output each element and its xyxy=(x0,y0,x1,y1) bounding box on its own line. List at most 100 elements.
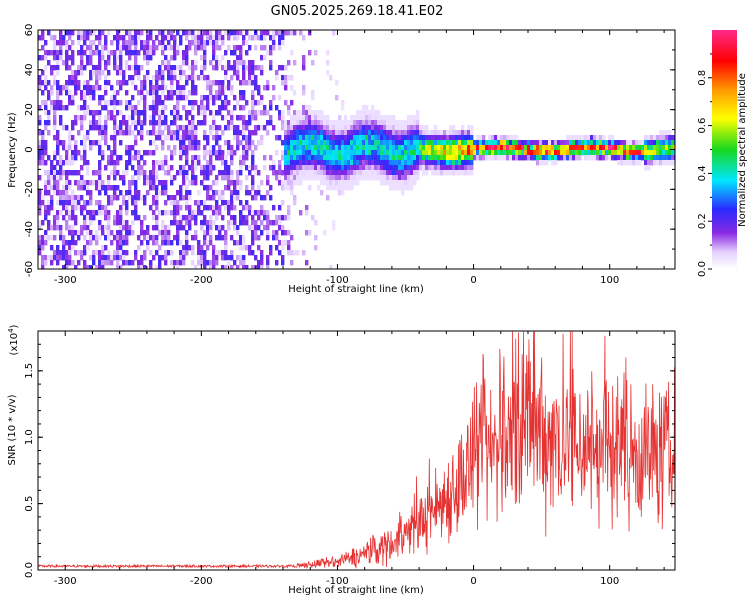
spectrogram-cell xyxy=(410,150,414,156)
spectrogram-cell xyxy=(140,30,144,36)
spectrogram-cell xyxy=(77,35,81,41)
spectrogram-cell xyxy=(146,105,150,111)
spectrogram-cell xyxy=(203,220,207,226)
spectrogram-cell xyxy=(335,160,339,166)
spectrogram-cell xyxy=(200,45,204,51)
spectrogram-cell xyxy=(71,245,75,251)
spectrogram-cell xyxy=(251,70,255,76)
spectrogram-cell xyxy=(104,215,108,221)
spectrogram-cell xyxy=(365,120,369,126)
spectrogram-cell xyxy=(128,160,132,166)
spectrogram-cell xyxy=(179,165,183,171)
spectrogram-cell xyxy=(413,125,417,131)
spectrogram-cell xyxy=(170,180,174,186)
spectrogram-cell xyxy=(413,175,417,181)
spectrogram-cell xyxy=(83,260,87,266)
spectrogram-cell xyxy=(161,230,165,236)
spectrogram-cell xyxy=(236,35,240,41)
spectrogram-cell xyxy=(101,210,105,216)
spectrogram-cell xyxy=(212,80,216,86)
spectrogram-cell xyxy=(221,190,225,196)
spectrogram-cell xyxy=(113,220,117,226)
spectrogram-cell xyxy=(44,185,48,191)
spectrogram-cell xyxy=(455,170,459,176)
spectrogram-cell xyxy=(434,155,438,161)
spectrogram-y-axis-title: Frequency (Hz) xyxy=(7,112,18,188)
spectrogram-cell xyxy=(290,165,294,171)
spectrogram-cell xyxy=(482,135,486,141)
spectrogram-cell xyxy=(113,115,117,121)
spectrogram-cell xyxy=(170,45,174,51)
spectrogram-cell xyxy=(194,180,198,186)
spectrogram-cell xyxy=(50,235,54,241)
spectrogram-cell xyxy=(104,185,108,191)
spectrogram-cell xyxy=(605,155,609,161)
spectrogram-cell xyxy=(458,165,462,171)
spectrogram-cell xyxy=(566,150,570,156)
spectrogram-cell xyxy=(146,90,150,96)
spectrogram-cell xyxy=(215,225,219,231)
spectrogram-cell xyxy=(113,35,117,41)
spectrogram-cell xyxy=(158,85,162,91)
spectrogram-cell xyxy=(332,220,336,226)
spectrogram-cell xyxy=(251,185,255,191)
spectrogram-cell xyxy=(263,85,267,91)
spectrogram-cell xyxy=(77,150,81,156)
spectrogram-cell xyxy=(158,130,162,136)
spectrogram-cell xyxy=(344,130,348,136)
spectrogram-cell xyxy=(185,240,189,246)
spectrogram-cell xyxy=(65,85,69,91)
spectrogram-cell xyxy=(323,180,327,186)
spectrogram-cell xyxy=(119,235,123,241)
spectrogram-cell xyxy=(251,250,255,256)
spectrogram-cell xyxy=(272,235,276,241)
spectrogram-cell xyxy=(230,155,234,161)
spectrogram-cell xyxy=(404,160,408,166)
spectrogram-cell xyxy=(662,135,666,141)
spectrogram-cell xyxy=(323,135,327,141)
spectrogram-cell xyxy=(98,165,102,171)
spectrogram-cell xyxy=(140,230,144,236)
spectrogram-cell xyxy=(317,160,321,166)
spectrogram-cell xyxy=(236,265,240,269)
spectrogram-cell xyxy=(158,75,162,81)
spectrogram-cell xyxy=(647,160,651,166)
spectrogram-cell xyxy=(167,125,171,131)
spectrogram-cell xyxy=(80,225,84,231)
spectrogram-cell xyxy=(155,75,159,81)
spectrogram-cell xyxy=(464,145,468,151)
spectrogram-cell xyxy=(131,80,135,86)
spectrogram-cell xyxy=(593,150,597,156)
spectrogram-cell xyxy=(71,150,75,156)
spectrogram-cell xyxy=(287,165,291,171)
spectrogram-cell xyxy=(239,255,243,261)
spectrogram-cell xyxy=(47,225,51,231)
spectrogram-cell xyxy=(671,155,675,161)
spectrogram-cell xyxy=(245,135,249,141)
spectrogram-cell xyxy=(293,175,297,181)
spectrogram-cell xyxy=(347,175,351,181)
spectrogram-cell xyxy=(221,250,225,256)
spectrogram-cell xyxy=(377,170,381,176)
spectrogram-cell xyxy=(335,125,339,131)
spectrogram-cell xyxy=(437,145,441,151)
spectrogram-cell xyxy=(455,155,459,161)
spectrogram-cell xyxy=(203,150,207,156)
spectrogram-cell xyxy=(584,150,588,156)
spectrogram-cell xyxy=(434,145,438,151)
spectrogram-cell xyxy=(281,180,285,186)
spectrogram-cell xyxy=(377,145,381,151)
spectrogram-cell xyxy=(341,150,345,156)
spectrogram-cell xyxy=(185,235,189,241)
spectrogram-cell xyxy=(149,30,153,36)
spectrogram-cell xyxy=(80,50,84,56)
spectrogram-cell xyxy=(236,70,240,76)
spectrogram-cell xyxy=(266,130,270,136)
spectrogram-cell xyxy=(173,200,177,206)
spectrogram-cell xyxy=(362,130,366,136)
spectrogram-cell xyxy=(233,195,237,201)
spectrogram-cell xyxy=(269,250,273,256)
spectrogram-cell xyxy=(98,185,102,191)
spectrogram-cell xyxy=(308,50,312,56)
spectrogram-cell xyxy=(209,30,213,36)
